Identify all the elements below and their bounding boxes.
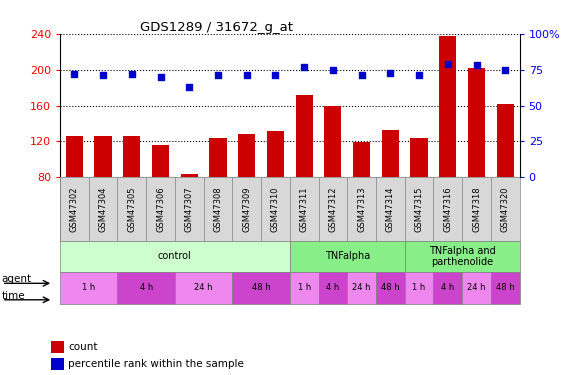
Text: GSM47304: GSM47304 (99, 186, 107, 232)
Bar (51, 341, 63, 352)
Text: TNFalpha and
parthenolide: TNFalpha and parthenolide (429, 246, 496, 267)
Bar (497, 104, 514, 177)
Bar (324, 106, 341, 177)
Text: control: control (158, 251, 192, 261)
Bar (347, 272, 376, 304)
Bar (152, 145, 169, 177)
Bar (267, 131, 284, 177)
Text: 24 h: 24 h (194, 284, 213, 292)
Bar (319, 272, 347, 304)
Text: 48 h: 48 h (381, 284, 400, 292)
Text: 4 h: 4 h (441, 284, 455, 292)
Text: 4 h: 4 h (326, 284, 340, 292)
Bar (462, 272, 491, 304)
Bar (353, 142, 370, 177)
Point (214, 72, 223, 78)
Text: GSM47308: GSM47308 (214, 186, 223, 232)
Text: GSM47302: GSM47302 (70, 186, 79, 232)
Text: 1 h: 1 h (412, 284, 426, 292)
Text: GSM47312: GSM47312 (328, 186, 337, 232)
Point (271, 72, 280, 78)
Bar (381, 130, 399, 177)
Bar (232, 272, 290, 304)
Bar (60, 272, 118, 304)
Bar (411, 138, 428, 177)
Bar (290, 240, 405, 272)
Point (70, 71, 79, 77)
Point (300, 64, 309, 70)
Text: 1 h: 1 h (297, 284, 311, 292)
Bar (376, 272, 405, 304)
Bar (238, 134, 255, 177)
Bar (175, 272, 232, 304)
Text: 24 h: 24 h (352, 284, 371, 292)
Text: count: count (69, 342, 98, 352)
Text: 48 h: 48 h (252, 284, 270, 292)
Text: GSM47310: GSM47310 (271, 186, 280, 232)
Bar (51, 358, 63, 370)
Text: GSM47318: GSM47318 (472, 186, 481, 232)
Text: time: time (2, 291, 25, 301)
Point (501, 67, 510, 73)
Text: percentile rank within the sample: percentile rank within the sample (69, 359, 244, 369)
Point (357, 72, 366, 78)
Text: 1 h: 1 h (82, 284, 95, 292)
Bar (123, 136, 140, 177)
Point (443, 61, 452, 67)
Point (328, 67, 337, 73)
Bar (290, 272, 319, 304)
Bar (439, 36, 456, 177)
Point (98, 72, 107, 78)
Text: 4 h: 4 h (139, 284, 153, 292)
Text: GSM47305: GSM47305 (127, 186, 136, 232)
Bar (468, 68, 485, 177)
Text: 24 h: 24 h (467, 284, 486, 292)
Bar (405, 240, 520, 272)
Bar (405, 272, 433, 304)
Point (242, 72, 251, 78)
Bar (94, 136, 112, 177)
Point (156, 74, 165, 80)
Text: GSM47315: GSM47315 (415, 186, 424, 232)
Text: GSM47313: GSM47313 (357, 186, 366, 232)
Text: GSM47309: GSM47309 (242, 186, 251, 232)
Text: GSM47320: GSM47320 (501, 186, 510, 232)
Bar (60, 240, 290, 272)
Text: 48 h: 48 h (496, 284, 514, 292)
Text: TNFalpha: TNFalpha (325, 251, 370, 261)
Bar (210, 138, 227, 177)
Text: GSM47306: GSM47306 (156, 186, 165, 232)
Text: GDS1289 / 31672_g_at: GDS1289 / 31672_g_at (140, 21, 293, 34)
Text: GSM47316: GSM47316 (443, 186, 452, 232)
Point (472, 62, 481, 68)
Text: GSM47307: GSM47307 (185, 186, 194, 232)
Bar (491, 272, 520, 304)
Bar (433, 272, 462, 304)
Text: GSM47314: GSM47314 (386, 186, 395, 232)
Bar (118, 272, 175, 304)
Point (415, 72, 424, 78)
Bar (296, 95, 313, 177)
Bar (66, 136, 83, 177)
Text: agent: agent (2, 274, 32, 284)
Point (184, 84, 194, 90)
Point (127, 71, 136, 77)
Text: GSM47311: GSM47311 (300, 186, 309, 232)
Point (386, 69, 395, 75)
Bar (180, 174, 198, 177)
